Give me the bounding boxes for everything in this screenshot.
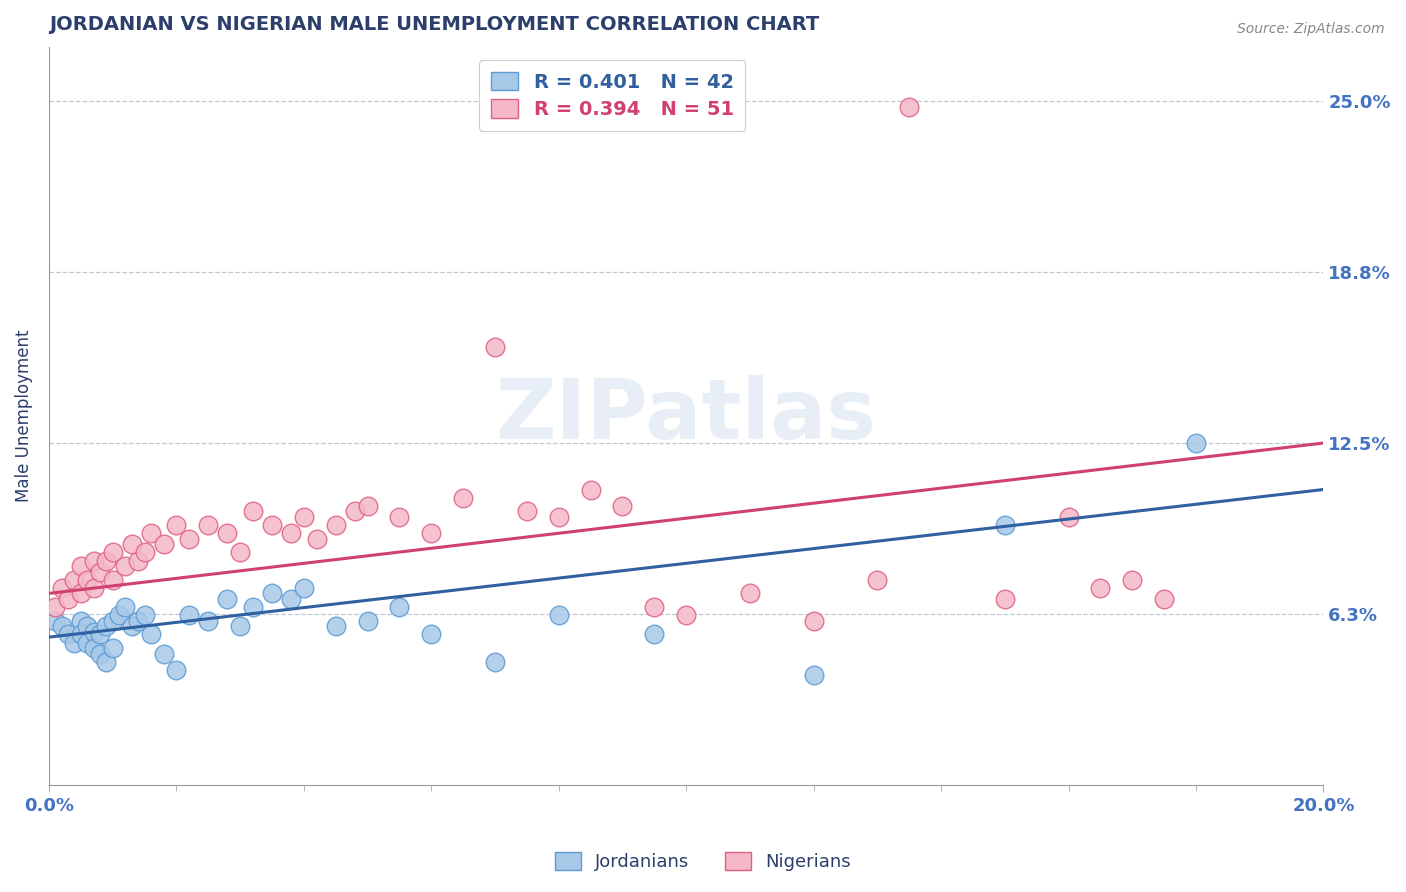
Point: [217, 591, 239, 606]
Point: [197, 518, 219, 533]
Point: [325, 518, 347, 533]
Point: [139, 526, 162, 541]
Point: [69, 614, 91, 628]
Point: [76, 619, 98, 633]
Point: [101, 545, 124, 559]
Point: [96, 553, 118, 567]
Point: [63, 635, 86, 649]
Point: [292, 509, 315, 524]
Point: [83, 581, 105, 595]
Point: [179, 608, 201, 623]
Point: [898, 100, 921, 114]
Point: [356, 499, 378, 513]
Point: [114, 559, 136, 574]
Point: [108, 608, 131, 623]
Point: [866, 573, 889, 587]
Point: [69, 559, 91, 574]
Point: [83, 641, 105, 656]
Point: [51, 581, 73, 595]
Point: [152, 537, 174, 551]
Point: [260, 518, 283, 533]
Point: [69, 586, 91, 600]
Point: [547, 608, 569, 623]
Point: [165, 663, 187, 677]
Point: [547, 509, 569, 524]
Point: [260, 586, 283, 600]
Point: [242, 504, 264, 518]
Point: [127, 614, 149, 628]
Point: [179, 532, 201, 546]
Point: [803, 668, 825, 682]
Point: [217, 526, 239, 541]
Point: [292, 581, 315, 595]
Point: [229, 545, 252, 559]
Point: [1121, 573, 1143, 587]
Point: [76, 573, 98, 587]
Point: [420, 526, 443, 541]
Point: [83, 553, 105, 567]
Point: [305, 532, 328, 546]
Point: [242, 600, 264, 615]
Point: [579, 483, 602, 497]
Point: [121, 537, 143, 551]
Text: JORDANIAN VS NIGERIAN MALE UNEMPLOYMENT CORRELATION CHART: JORDANIAN VS NIGERIAN MALE UNEMPLOYMENT …: [49, 15, 820, 34]
Point: [101, 573, 124, 587]
Point: [83, 624, 105, 639]
Point: [420, 627, 443, 641]
Point: [134, 545, 156, 559]
Point: [76, 635, 98, 649]
Point: [134, 608, 156, 623]
Point: [388, 509, 411, 524]
Point: [197, 614, 219, 628]
Legend: R = 0.401   N = 42, R = 0.394   N = 51: R = 0.401 N = 42, R = 0.394 N = 51: [479, 60, 745, 131]
Point: [1185, 436, 1208, 450]
Point: [96, 619, 118, 633]
Point: [63, 573, 86, 587]
Point: [738, 586, 761, 600]
Point: [675, 608, 697, 623]
Point: [51, 619, 73, 633]
Point: [484, 340, 506, 354]
Point: [1153, 591, 1175, 606]
Y-axis label: Male Unemployment: Male Unemployment: [15, 329, 32, 502]
Point: [325, 619, 347, 633]
Point: [139, 627, 162, 641]
Point: [121, 619, 143, 633]
Point: [56, 627, 79, 641]
Point: [280, 591, 302, 606]
Point: [44, 614, 66, 628]
Point: [516, 504, 538, 518]
Point: [1090, 581, 1112, 595]
Point: [280, 526, 302, 541]
Point: [643, 600, 665, 615]
Point: [803, 614, 825, 628]
Point: [643, 627, 665, 641]
Point: [96, 655, 118, 669]
Point: [229, 619, 252, 633]
Point: [44, 600, 66, 615]
Point: [484, 655, 506, 669]
Point: [69, 627, 91, 641]
Point: [356, 614, 378, 628]
Point: [343, 504, 366, 518]
Point: [89, 565, 111, 579]
Point: [89, 627, 111, 641]
Point: [388, 600, 411, 615]
Text: ZIPatlas: ZIPatlas: [496, 376, 877, 456]
Point: [114, 600, 136, 615]
Point: [89, 647, 111, 661]
Point: [994, 591, 1017, 606]
Point: [101, 614, 124, 628]
Point: [1057, 509, 1080, 524]
Point: [101, 641, 124, 656]
Legend: Jordanians, Nigerians: Jordanians, Nigerians: [548, 846, 858, 879]
Point: [127, 553, 149, 567]
Point: [165, 518, 187, 533]
Point: [451, 491, 474, 505]
Point: [612, 499, 634, 513]
Text: Source: ZipAtlas.com: Source: ZipAtlas.com: [1237, 22, 1385, 37]
Point: [56, 591, 79, 606]
Point: [994, 518, 1017, 533]
Point: [152, 647, 174, 661]
